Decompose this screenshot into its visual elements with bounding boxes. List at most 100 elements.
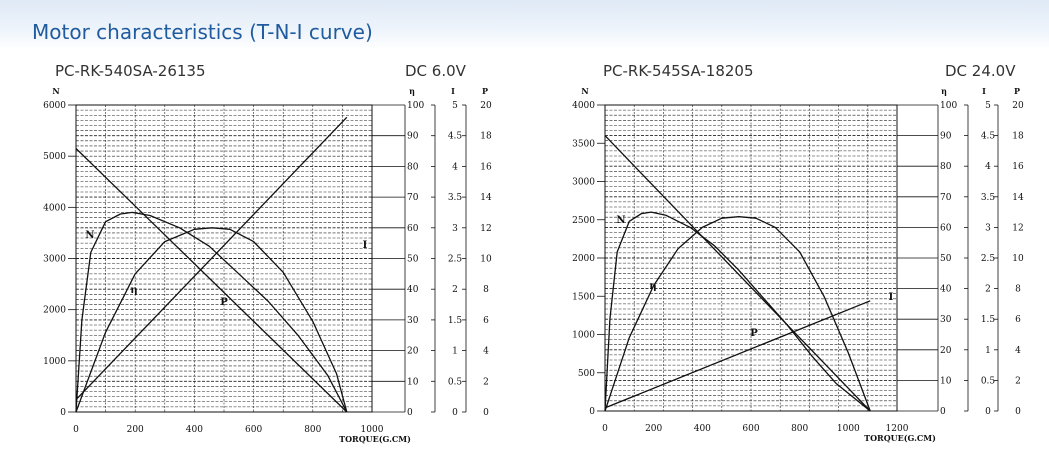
series-label-P: P	[220, 297, 228, 308]
n-tick-label: 3500	[572, 139, 595, 149]
P-tick-label: 16	[1012, 162, 1024, 172]
x-axis-label: TORQUE(G.CM)	[864, 433, 936, 443]
series-label-N: N	[616, 215, 625, 226]
eta-tick-label: 60	[940, 223, 952, 233]
P-tick-label: 6	[1015, 315, 1021, 325]
P-tick-label: 20	[480, 101, 492, 111]
chart-2-voltage: DC 24.0V	[945, 62, 1016, 80]
I-tick-label: 0	[452, 408, 458, 418]
x-tick-label: 400	[694, 424, 711, 434]
series-label-P: P	[750, 328, 758, 339]
n-tick-label: 500	[578, 369, 595, 379]
I-tick-label: 4	[452, 162, 458, 172]
x-tick-label: 1000	[361, 425, 384, 435]
I-tick-label: 0.5	[448, 377, 463, 387]
P-tick-label: 14	[1012, 193, 1024, 203]
chart-2-model: PC-RK-545SA-18205	[603, 62, 754, 80]
P-tick-label: 0	[1015, 407, 1021, 417]
I-tick-label: 2.5	[448, 255, 463, 265]
n-tick-label: 3000	[572, 178, 595, 188]
series-eta-line	[604, 211, 871, 412]
page-title: Motor characteristics (T-N-I curve)	[32, 20, 373, 44]
P-tick-label: 2	[483, 377, 489, 387]
x-tick-label: 1200	[886, 424, 909, 434]
chart-1-model: PC-RK-540SA-26135	[55, 62, 206, 80]
n-axis-label: N	[581, 86, 588, 96]
eta-tick-label: 100	[940, 101, 957, 111]
P-tick-label: 2	[1015, 376, 1021, 386]
eta-tick-label: 90	[940, 132, 952, 142]
P-tick-label: 10	[1012, 254, 1024, 264]
P-tick-label: 12	[1012, 223, 1023, 233]
eta-tick-label: 60	[407, 224, 419, 234]
I-tick-label: 0	[985, 407, 991, 417]
I-tick-label: 5	[985, 101, 991, 111]
I-tick-label: 4.5	[981, 132, 996, 142]
x-tick-label: 800	[304, 425, 321, 435]
eta-tick-label: 70	[940, 193, 952, 203]
I-axis-label: I	[451, 86, 455, 96]
P-tick-label: 4	[483, 347, 489, 357]
n-tick-label: 1000	[43, 357, 66, 367]
n-tick-label: 1000	[572, 331, 595, 341]
n-tick-label: 0	[60, 408, 66, 418]
x-tick-label: 600	[742, 424, 759, 434]
P-tick-label: 6	[483, 316, 489, 326]
P-tick-label: 16	[480, 162, 492, 172]
I-tick-label: 1	[452, 347, 458, 357]
series-eta-line	[75, 211, 348, 413]
x-tick-label: 800	[791, 424, 808, 434]
I-tick-label: 3.5	[981, 193, 996, 203]
eta-tick-label: 30	[940, 315, 952, 325]
P-tick-label: 0	[483, 408, 489, 418]
eta-tick-label: 0	[940, 407, 946, 417]
eta-tick-label: 90	[407, 132, 419, 142]
eta-tick-label: 20	[407, 347, 419, 357]
P-tick-label: 12	[480, 224, 491, 234]
eta-axis-label: η	[409, 86, 415, 96]
eta-tick-label: 40	[407, 285, 419, 295]
series-P-line	[75, 227, 348, 413]
n-tick-label: 0	[589, 407, 595, 417]
I-tick-label: 0.5	[981, 376, 996, 386]
series-P-line	[604, 216, 871, 412]
series-label-eta: η	[130, 285, 137, 296]
chart-1-voltage: DC 6.0V	[405, 62, 466, 80]
n-tick-label: 4000	[572, 101, 595, 111]
P-axis-label: P	[1014, 86, 1020, 96]
I-tick-label: 3	[452, 224, 458, 234]
I-tick-label: 2	[452, 285, 458, 295]
P-tick-label: 10	[480, 255, 492, 265]
P-tick-label: 18	[480, 132, 492, 142]
x-tick-label: 1000	[837, 424, 860, 434]
eta-tick-label: 100	[407, 101, 424, 111]
x-tick-label: 0	[73, 425, 79, 435]
n-tick-label: 2000	[572, 254, 595, 264]
P-axis-label: P	[482, 86, 488, 96]
series-I-line	[604, 300, 871, 409]
x-tick-label: 200	[127, 425, 144, 435]
x-tick-label: 400	[186, 425, 203, 435]
I-tick-label: 3	[985, 223, 991, 233]
n-tick-label: 4000	[43, 203, 66, 213]
x-axis-label: TORQUE(G.CM)	[339, 434, 411, 444]
n-tick-label: 1500	[572, 292, 595, 302]
P-tick-label: 18	[1012, 132, 1024, 142]
I-tick-label: 1.5	[448, 316, 463, 326]
eta-tick-label: 50	[407, 255, 419, 265]
I-tick-label: 1	[985, 346, 991, 356]
eta-tick-label: 10	[407, 377, 419, 387]
eta-tick-label: 80	[407, 162, 419, 172]
P-tick-label: 20	[1012, 101, 1024, 111]
n-tick-label: 3000	[43, 255, 66, 265]
I-tick-label: 1.5	[981, 315, 996, 325]
n-axis-label: N	[52, 86, 59, 96]
header-band	[0, 0, 1049, 50]
x-tick-label: 200	[645, 424, 662, 434]
series-label-I: I	[363, 240, 368, 251]
eta-tick-label: 30	[407, 316, 419, 326]
n-tick-label: 2000	[43, 306, 66, 316]
eta-axis-label: η	[941, 86, 947, 96]
